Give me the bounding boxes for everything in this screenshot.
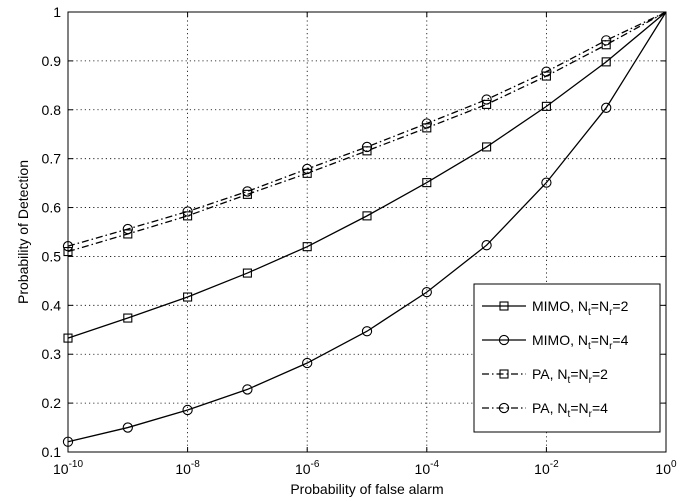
ticks [67,11,667,453]
series-line [67,11,667,247]
series-4 [62,11,667,252]
x-tick-label: 10-2 [534,459,559,477]
circle-marker [421,286,432,298]
circle-marker [242,186,253,197]
x-tick-label: 10-6 [295,459,320,477]
circle-marker [122,422,133,433]
y-axis-label: Probability of Detection [15,160,31,304]
y-tick-label: 0.5 [42,248,62,264]
legend: MIMO, Nt=Nr=2 MIMO, Nt=Nr=4 PA, Nt=Nr=2 PA,… [473,283,661,433]
x-axis-label: Probability of false alarm [290,481,443,497]
square-marker [302,242,312,252]
y-tick-label: 1 [53,4,61,20]
square-marker [601,40,611,50]
circle-marker [302,357,313,369]
circle-marker [601,102,612,113]
x-tick-label: 10-10 [53,459,83,477]
square-marker [422,178,432,188]
circle-marker [182,206,193,217]
circle-marker [242,384,253,395]
legend-label: MIMO, Nt=Nr=4 [532,332,629,352]
legend-label: MIMO, Nt=Nr=2 [532,298,629,318]
circle-marker [361,326,373,337]
y-tick-label: 0.1 [42,444,62,460]
y-tick-label: 0.7 [42,151,62,167]
legend-item: MIMO, Nt=Nr=2 [482,298,629,318]
circle-marker [481,94,492,105]
square-marker [183,292,193,302]
circle-marker [541,177,552,188]
y-tick-label: 0.6 [42,200,62,216]
circle-marker [498,334,510,346]
legend-item: PA, Nt=Nr=4 [482,400,608,420]
y-tick-label: 0.9 [42,53,62,69]
y-tick-label: 0.4 [42,297,62,313]
x-tick-label: 100 [655,459,677,477]
square-marker [123,229,133,239]
series-line [67,11,667,253]
circle-marker [122,223,133,235]
circle-marker [302,163,313,175]
square-marker [242,268,252,278]
x-tick-label: 10-8 [175,459,200,477]
square-marker [541,101,551,111]
legend-item: PA, Nt=Nr=2 [482,366,608,386]
legend-item: MIMO, Nt=Nr=4 [482,332,629,352]
circle-marker [498,402,510,414]
circle-marker [481,240,492,251]
x-tick-label: 10-4 [415,459,440,477]
series-1 [63,11,667,343]
square-marker [601,57,611,67]
circle-marker [182,404,193,416]
square-marker [183,211,193,221]
y-tick-label: 0.2 [42,395,62,411]
circle-marker [541,66,552,77]
circle-marker [601,35,612,46]
circle-marker [421,118,432,129]
series-line [67,11,667,443]
y-tick-label: 0.8 [42,102,62,118]
square-marker [482,142,492,152]
square-marker [123,313,133,323]
square-marker [482,99,492,109]
square-marker [362,211,372,221]
y-tick-label: 0.3 [42,346,62,362]
tick-labels: 10-10 10-8 10-6 10-4 10-2 100 0.1 0.2 0.3 0.4 0.5 0… [42,4,677,477]
legend-box [473,283,661,433]
series-line [67,11,667,339]
square-marker [499,301,509,311]
circle-marker [361,141,373,153]
square-marker [499,369,509,379]
legend-label: PA, Nt=Nr=2 [532,366,608,386]
legend-label: PA, Nt=Nr=4 [532,400,608,420]
plot-frame [67,11,667,453]
